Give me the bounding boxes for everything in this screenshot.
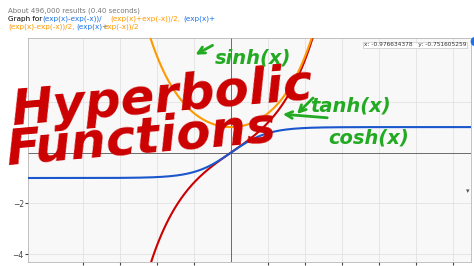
Text: (exp(x)-exp(-x))/2,: (exp(x)-exp(-x))/2, xyxy=(8,23,74,30)
Text: tanh(x): tanh(x) xyxy=(310,96,391,115)
Text: About 496,000 results (0.40 seconds): About 496,000 results (0.40 seconds) xyxy=(8,8,140,15)
Text: (exp(x)+: (exp(x)+ xyxy=(183,16,215,23)
Text: (exp(x)+: (exp(x)+ xyxy=(76,23,108,30)
Text: (exp(x)-exp(-x))/: (exp(x)-exp(-x))/ xyxy=(42,16,101,23)
Text: sinh(x): sinh(x) xyxy=(215,48,292,67)
Text: ▾: ▾ xyxy=(466,188,470,194)
Text: x: -0.976634378   y: -0.751605259: x: -0.976634378 y: -0.751605259 xyxy=(364,43,466,47)
Text: Hyperbolic: Hyperbolic xyxy=(10,61,316,135)
Text: exp(-x))/2: exp(-x))/2 xyxy=(104,23,140,30)
Text: Graph for: Graph for xyxy=(8,16,45,22)
Text: cosh(x): cosh(x) xyxy=(328,128,409,147)
Text: (exp(x)+exp(-x))/2,: (exp(x)+exp(-x))/2, xyxy=(110,16,180,23)
Text: Functions: Functions xyxy=(5,103,279,174)
